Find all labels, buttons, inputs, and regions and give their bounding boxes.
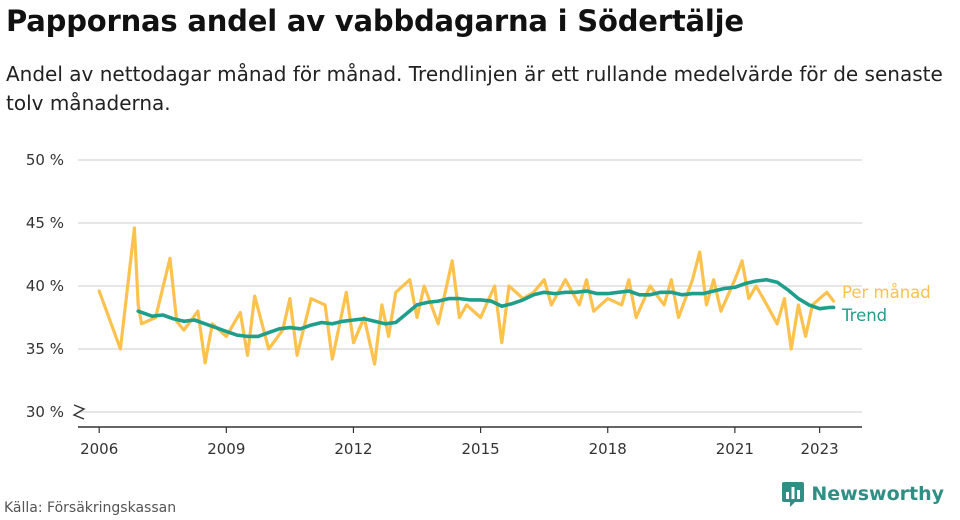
x-tick-label: 2006 — [80, 440, 118, 458]
chart-subtitle: Andel av nettodagar månad för månad. Tre… — [6, 62, 943, 115]
y-tick-label: 40 % — [26, 277, 64, 295]
chart-title: Pappornas andel av vabbdagarna i Södertä… — [6, 4, 744, 38]
x-tick-label: 2015 — [462, 440, 500, 458]
x-axis: 2006 2009 2012 2015 2018 2021 2023 — [78, 426, 862, 458]
trend-series-label: Trend — [841, 306, 887, 325]
series-labels: Per månad Trend — [841, 283, 931, 325]
series-lines — [97, 226, 836, 366]
monthly-series-line — [97, 226, 836, 366]
monthly-series-label: Per månad — [842, 283, 931, 302]
x-tick-label: 2023 — [801, 440, 839, 458]
x-tick-label: 2018 — [589, 440, 627, 458]
source-note: Källa: Försäkringskassan — [4, 500, 177, 516]
y-tick-label: 45 % — [26, 214, 64, 232]
x-tick-label: 2021 — [716, 440, 754, 458]
x-tick-label: 2009 — [207, 440, 245, 458]
bar-chart-logo-icon — [782, 482, 805, 507]
y-tick-label: 30 % — [26, 403, 64, 421]
trend-series-line — [136, 277, 836, 339]
gridlines — [78, 159, 862, 413]
y-axis-ticks: 30 % 35 % 40 % 45 % 50 % — [26, 151, 86, 421]
x-tick-label: 2012 — [334, 440, 372, 458]
axis-break-icon — [72, 404, 86, 420]
y-tick-label: 50 % — [26, 151, 64, 169]
y-tick-label: 35 % — [26, 340, 64, 358]
brand-name: Newsworthy — [811, 483, 944, 505]
newsworthy-logo: Newsworthy — [781, 480, 944, 508]
